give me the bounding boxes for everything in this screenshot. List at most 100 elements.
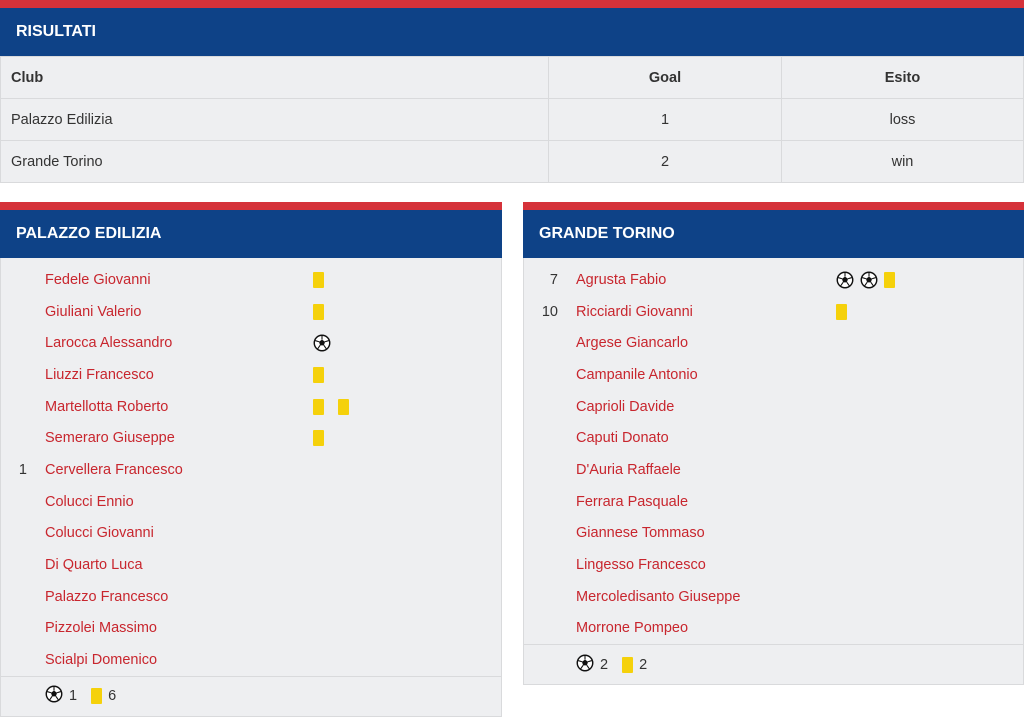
soccer-ball-icon xyxy=(45,685,63,707)
team-panel-away: GRANDE TORINO 7 Agrusta Fabio 10 Ricciardi … xyxy=(523,202,1024,686)
player-number: 7 xyxy=(549,271,558,288)
results-table: Club Goal Esito Palazzo Edilizia 1 loss … xyxy=(0,56,1024,183)
results-top-stripe xyxy=(0,0,1024,8)
team-title: GRANDE TORINO xyxy=(523,210,1024,258)
table-row: Palazzo Edilizia 1 loss xyxy=(0,98,1024,141)
player-link[interactable]: Caprioli Davide xyxy=(576,398,675,415)
player-events xyxy=(313,398,349,415)
list-item: Fedele Giovanni xyxy=(1,264,501,296)
player-events xyxy=(313,430,324,447)
list-item: Colucci Giovanni xyxy=(1,518,501,550)
list-item: Lingesso Francesco xyxy=(524,549,1023,581)
goal-cell: 2 xyxy=(548,140,782,183)
list-item: Colucci Ennio xyxy=(1,486,501,518)
player-link[interactable]: Semeraro Giuseppe xyxy=(45,430,175,447)
list-item: Di Quarto Luca xyxy=(1,549,501,581)
soccer-ball-icon xyxy=(836,271,854,289)
list-item: Pizzolei Massimo xyxy=(1,613,501,645)
goals-count: 2 xyxy=(600,656,609,673)
column-header-esito: Esito xyxy=(781,56,1024,99)
yellow-cards-count: 2 xyxy=(639,656,648,673)
list-item: Martellotta Roberto xyxy=(1,391,501,423)
player-number: 1 xyxy=(18,461,27,478)
player-events xyxy=(836,303,847,320)
yellow-card-icon xyxy=(313,303,324,320)
results-section: RISULTATI Club Goal Esito Palazzo Ediliz… xyxy=(0,0,1024,183)
column-header-goal: Goal xyxy=(548,56,782,99)
list-item: Morrone Pompeo xyxy=(524,613,1023,645)
yellow-card-icon xyxy=(622,656,634,673)
table-row: Grande Torino 2 win xyxy=(0,140,1024,183)
yellow-card-icon xyxy=(313,271,324,288)
player-link[interactable]: Ricciardi Giovanni xyxy=(576,303,693,320)
list-item: Giuliani Valerio xyxy=(1,296,501,328)
list-item: Larocca Alessandro xyxy=(1,327,501,359)
list-item: Semeraro Giuseppe xyxy=(1,422,501,454)
player-events xyxy=(313,334,331,352)
team-top-stripe xyxy=(0,202,502,210)
player-link[interactable]: Caputi Donato xyxy=(576,430,669,447)
list-item: 1 Cervellera Francesco xyxy=(1,454,501,486)
player-link[interactable]: Di Quarto Luca xyxy=(45,557,143,574)
list-item: Mercoledisanto Giuseppe xyxy=(524,581,1023,613)
player-link[interactable]: Campanile Antonio xyxy=(576,366,698,383)
player-events xyxy=(313,366,324,383)
list-item: Scialpi Domenico xyxy=(1,644,501,676)
player-link[interactable]: Fedele Giovanni xyxy=(45,271,151,288)
yellow-card-icon xyxy=(836,303,847,320)
yellow-card-icon xyxy=(338,398,349,415)
player-link[interactable]: Lingesso Francesco xyxy=(576,557,706,574)
results-title: RISULTATI xyxy=(0,8,1024,56)
esito-cell: win xyxy=(781,140,1024,183)
player-link[interactable]: Giuliani Valerio xyxy=(45,303,142,320)
soccer-ball-icon xyxy=(576,654,594,676)
yellow-card-icon xyxy=(313,430,324,447)
player-events xyxy=(313,303,324,320)
player-link[interactable]: Mercoledisanto Giuseppe xyxy=(576,588,741,605)
list-item: Caputi Donato xyxy=(524,422,1023,454)
list-item: Argese Giancarlo xyxy=(524,327,1023,359)
player-link[interactable]: Colucci Giovanni xyxy=(45,525,154,542)
team-totals: 2 2 xyxy=(524,644,1023,684)
list-item: Liuzzi Francesco xyxy=(1,359,501,391)
goals-count: 1 xyxy=(69,688,78,705)
player-link[interactable]: D'Auria Raffaele xyxy=(576,461,681,478)
player-link[interactable]: Morrone Pompeo xyxy=(576,620,689,637)
player-number: 10 xyxy=(541,303,558,320)
soccer-ball-icon xyxy=(860,271,878,289)
player-link[interactable]: Martellotta Roberto xyxy=(45,398,169,415)
club-cell: Grande Torino xyxy=(0,140,549,183)
player-link[interactable]: Palazzo Francesco xyxy=(45,588,169,605)
list-item: D'Auria Raffaele xyxy=(524,454,1023,486)
yellow-cards-count: 6 xyxy=(108,688,117,705)
player-link[interactable]: Argese Giancarlo xyxy=(576,335,689,352)
player-link[interactable]: Cervellera Francesco xyxy=(45,461,183,478)
team-top-stripe xyxy=(523,202,1024,210)
player-link[interactable]: Colucci Ennio xyxy=(45,493,134,510)
player-link[interactable]: Liuzzi Francesco xyxy=(45,366,154,383)
player-list: 7 Agrusta Fabio 10 Ricciardi Giovanni Argese… xyxy=(524,258,1023,644)
goal-cell: 1 xyxy=(548,98,782,141)
yellow-card-icon xyxy=(884,271,895,288)
team-panel-home: PALAZZO EDILIZIA Fedele Giovanni Giuliani… xyxy=(0,202,502,717)
list-item: Palazzo Francesco xyxy=(1,581,501,613)
player-link[interactable]: Giannese Tommaso xyxy=(576,525,705,542)
player-link[interactable]: Agrusta Fabio xyxy=(576,271,667,288)
list-item: Ferrara Pasquale xyxy=(524,486,1023,518)
player-link[interactable]: Pizzolei Massimo xyxy=(45,620,157,637)
player-link[interactable]: Ferrara Pasquale xyxy=(576,493,689,510)
club-cell: Palazzo Edilizia xyxy=(0,98,549,141)
player-link[interactable]: Larocca Alessandro xyxy=(45,335,173,352)
team-totals: 1 6 xyxy=(1,675,501,716)
yellow-card-icon xyxy=(91,688,103,705)
player-events xyxy=(313,271,324,288)
column-header-club: Club xyxy=(0,56,549,99)
player-link[interactable]: Scialpi Domenico xyxy=(45,652,158,669)
player-events xyxy=(836,271,895,289)
list-item: Giannese Tommaso xyxy=(524,518,1023,550)
list-item: 7 Agrusta Fabio xyxy=(524,264,1023,296)
list-item: Caprioli Davide xyxy=(524,391,1023,423)
team-title: PALAZZO EDILIZIA xyxy=(0,210,502,258)
soccer-ball-icon xyxy=(313,334,331,352)
esito-cell: loss xyxy=(781,98,1024,141)
